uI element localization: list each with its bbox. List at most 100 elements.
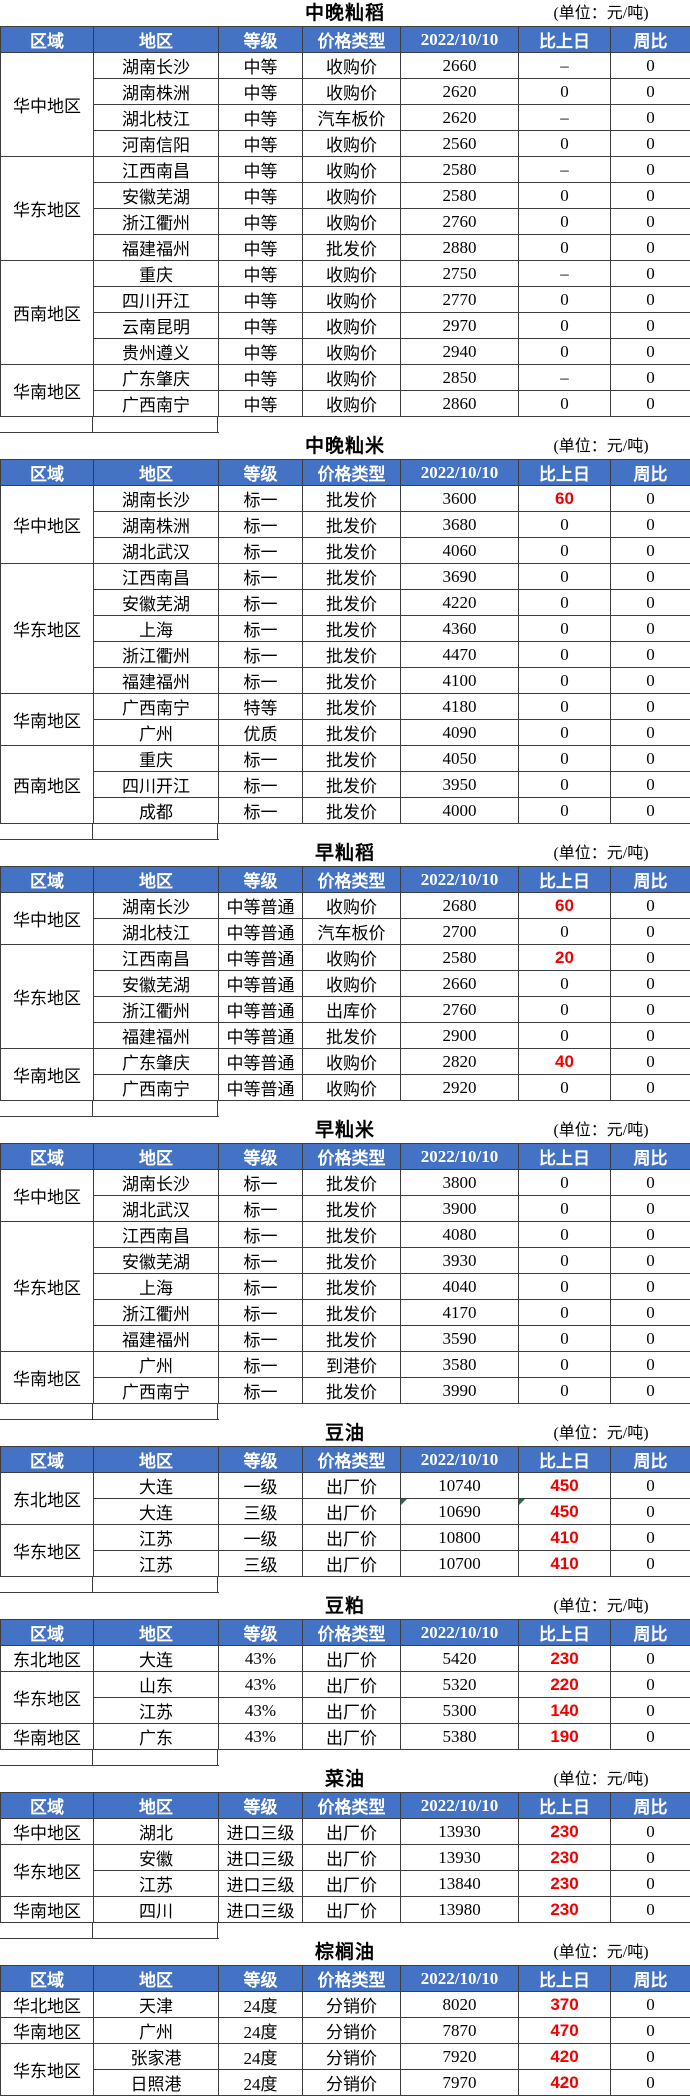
grade-cell: 中等 <box>219 53 303 79</box>
area-cell: 广西南宁 <box>94 391 219 417</box>
price-cell: 3600 <box>401 486 519 512</box>
column-header: 区域 <box>1 27 94 53</box>
price-cell: 2920 <box>401 1075 519 1101</box>
day-change-cell: 40 <box>519 1049 611 1075</box>
week-change-cell: 0 <box>611 1049 690 1075</box>
column-header: 2022/10/10 <box>401 1620 519 1646</box>
price-type-cell: 出厂价 <box>303 1499 401 1525</box>
column-header: 比上日 <box>519 27 611 53</box>
area-cell: 安徽 <box>94 1845 219 1871</box>
price-type-cell: 批发价 <box>303 235 401 261</box>
day-change-cell: 0 <box>519 1326 611 1352</box>
region-cell: 华中地区 <box>1 893 94 945</box>
column-header: 地区 <box>94 1966 219 1992</box>
price-type-cell: 出厂价 <box>303 1845 401 1871</box>
column-header: 周比 <box>611 1620 690 1646</box>
region-cell: 华东地区 <box>1 1525 94 1577</box>
price-cell: 4100 <box>401 668 519 694</box>
week-change-cell: 0 <box>611 1499 690 1525</box>
day-change-cell: 450 <box>519 1499 611 1525</box>
grade-cell: 标一 <box>219 1170 303 1196</box>
area-cell: 大连 <box>94 1499 219 1525</box>
area-cell: 湖南长沙 <box>94 486 219 512</box>
price-type-cell: 批发价 <box>303 1378 401 1404</box>
grade-cell: 标一 <box>219 1378 303 1404</box>
grade-cell: 标一 <box>219 1300 303 1326</box>
table-title-row: 早籼米(单位：元/吨) <box>0 1117 690 1143</box>
column-header: 比上日 <box>519 460 611 486</box>
region-cell: 华东地区 <box>1 945 94 1049</box>
unit-label: (单位：元/吨) <box>512 840 690 867</box>
week-change-cell: 0 <box>611 1196 690 1222</box>
grade-cell: 24度 <box>219 2018 303 2044</box>
price-cell: 3900 <box>401 1196 519 1222</box>
week-change-cell: 0 <box>611 1075 690 1101</box>
area-cell: 浙江衢州 <box>94 642 219 668</box>
price-cell: 2900 <box>401 1023 519 1049</box>
column-header: 地区 <box>94 1620 219 1646</box>
area-cell: 重庆 <box>94 261 219 287</box>
grade-cell: 中等 <box>219 339 303 365</box>
day-change-cell: 0 <box>519 720 611 746</box>
week-change-cell: 0 <box>611 1871 690 1897</box>
price-type-cell: 收购价 <box>303 1075 401 1101</box>
column-header: 价格类型 <box>303 867 401 893</box>
price-cell: 2580 <box>401 183 519 209</box>
price-type-cell: 收购价 <box>303 339 401 365</box>
column-header: 2022/10/10 <box>401 867 519 893</box>
separator-cell <box>93 1577 218 1592</box>
area-cell: 安徽芜湖 <box>94 590 219 616</box>
price-cell: 3590 <box>401 1326 519 1352</box>
price-cell: 4000 <box>401 798 519 824</box>
price-type-cell: 批发价 <box>303 1222 401 1248</box>
area-cell: 广东肇庆 <box>94 1049 219 1075</box>
grade-cell: 标一 <box>219 590 303 616</box>
day-change-cell: – <box>519 53 611 79</box>
day-change-cell: 0 <box>519 694 611 720</box>
table-title-row: 菜油(单位：元/吨) <box>0 1766 690 1792</box>
area-cell: 安徽芜湖 <box>94 1248 219 1274</box>
region-cell: 华中地区 <box>1 486 94 564</box>
column-header: 地区 <box>94 460 219 486</box>
grade-cell: 进口三级 <box>219 1897 303 1923</box>
price-cell: 3580 <box>401 1352 519 1378</box>
day-change-cell: 230 <box>519 1845 611 1871</box>
day-change-cell: 0 <box>519 1196 611 1222</box>
area-cell: 江西南昌 <box>94 1222 219 1248</box>
grade-cell: 标一 <box>219 1222 303 1248</box>
week-change-cell: 0 <box>611 261 690 287</box>
price-type-cell: 批发价 <box>303 1300 401 1326</box>
region-cell: 华南地区 <box>1 1897 94 1923</box>
column-header: 比上日 <box>519 1966 611 1992</box>
grade-cell: 标一 <box>219 746 303 772</box>
week-change-cell: 0 <box>611 1023 690 1049</box>
table-title-row: 早籼稻(单位：元/吨) <box>0 840 690 866</box>
day-change-cell: – <box>519 157 611 183</box>
region-cell: 西南地区 <box>1 746 94 824</box>
week-change-cell: 0 <box>611 1646 690 1672</box>
grade-cell: 中等普通 <box>219 971 303 997</box>
week-change-cell: 0 <box>611 365 690 391</box>
day-change-cell: 410 <box>519 1551 611 1577</box>
price-type-cell: 出厂价 <box>303 1871 401 1897</box>
price-cell: 2860 <box>401 391 519 417</box>
price-type-cell: 批发价 <box>303 564 401 590</box>
week-change-cell: 0 <box>611 183 690 209</box>
area-cell: 福建福州 <box>94 668 219 694</box>
week-change-cell: 0 <box>611 53 690 79</box>
